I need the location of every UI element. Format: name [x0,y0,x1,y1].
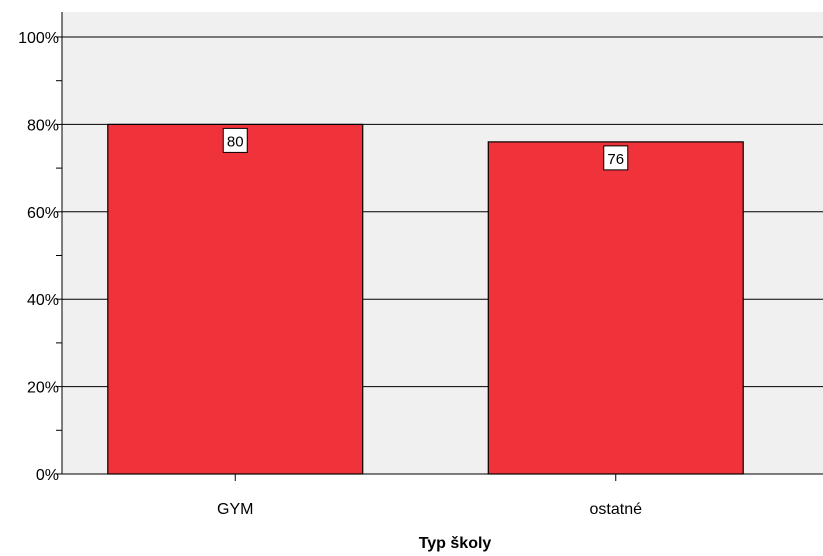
y-tick-label: 60% [27,205,59,222]
y-tick-label: 40% [27,292,59,309]
bar [487,141,744,475]
x-tick-label: ostatné [590,501,643,518]
x-tick-label: GYM [217,501,253,518]
y-tick-label: 0% [36,467,59,484]
data-labels: 80 76 [222,127,629,171]
data-label: 76 [607,151,624,168]
bars [107,123,744,475]
y-tick-label: 100% [18,30,59,47]
x-axis-title: Typ školy [419,535,492,552]
data-label-box [222,127,248,153]
data-label-box [603,145,629,171]
y-tick-label: 20% [27,380,59,397]
data-label: 80 [227,133,244,150]
x-axis: GYM ostatné [62,473,823,518]
y-axis: 0% 20% 40% 60% 80% 100% [18,12,63,484]
bar [107,123,364,475]
y-tick-label: 80% [27,117,59,134]
